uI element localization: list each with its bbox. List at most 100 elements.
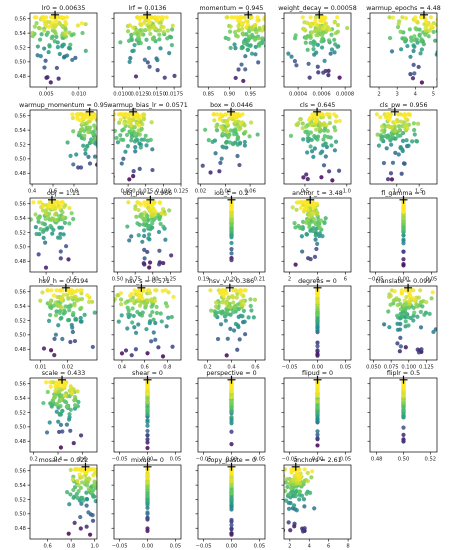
- data-point: [55, 294, 60, 300]
- data-point: [43, 211, 48, 216]
- x-tick-label: 0.0125: [130, 92, 148, 98]
- data-point: [426, 34, 431, 39]
- data-point: [65, 318, 71, 323]
- y-tick-label: 0.54: [14, 31, 26, 37]
- points-group: [145, 467, 150, 534]
- data-point: [138, 40, 143, 46]
- data-point: [311, 47, 316, 52]
- data-point: [55, 200, 60, 205]
- data-point: [160, 354, 166, 359]
- data-point: [58, 398, 63, 403]
- data-point: [229, 494, 234, 499]
- data-point: [75, 478, 80, 484]
- best-marker: [143, 375, 152, 384]
- data-point: [388, 293, 393, 298]
- data-point: [152, 208, 157, 213]
- data-point: [50, 231, 55, 236]
- x-tick-label: 0.6: [44, 544, 52, 550]
- data-point: [183, 54, 187, 58]
- data-point: [310, 112, 315, 117]
- data-point: [446, 27, 450, 31]
- data-point: [298, 117, 303, 122]
- data-point: [145, 399, 150, 404]
- data-point: [118, 40, 123, 45]
- data-point: [155, 58, 160, 63]
- data-point: [284, 488, 288, 494]
- x-tick-label: 1.5: [415, 189, 423, 195]
- data-point: [101, 483, 105, 487]
- data-point: [418, 300, 423, 305]
- plot-frame: [29, 464, 98, 540]
- data-point: [235, 323, 240, 328]
- data-point: [131, 25, 136, 30]
- data-point: [308, 144, 313, 149]
- data-point: [219, 125, 224, 130]
- panel: scale = 0.433 0.2 0.4 0.6 0.48 0.50 0.52 0.54 0.…: [14, 370, 98, 463]
- data-point: [156, 345, 161, 350]
- data-point: [145, 516, 150, 521]
- panel-title: iou_t = 0.2: [214, 190, 249, 197]
- data-point: [130, 117, 135, 122]
- best-marker: [227, 375, 236, 384]
- data-point: [332, 20, 337, 25]
- data-point: [145, 298, 151, 303]
- plot-frame: [29, 285, 98, 361]
- x-tick-label: −0.05: [196, 457, 212, 463]
- panel-title: scale = 0.433: [42, 370, 86, 377]
- data-point: [65, 404, 70, 409]
- data-point: [74, 152, 79, 157]
- y-tick-label: 0.52: [14, 230, 26, 236]
- best-marker: [137, 283, 146, 292]
- data-point: [145, 479, 150, 484]
- data-point: [128, 55, 133, 61]
- data-point: [145, 388, 150, 393]
- data-point: [229, 115, 234, 120]
- data-point: [226, 133, 231, 139]
- data-point: [427, 28, 432, 33]
- data-point: [237, 337, 242, 342]
- x-tick-label: 4: [308, 544, 312, 550]
- data-point: [152, 299, 157, 304]
- data-point: [319, 45, 325, 50]
- data-point: [67, 308, 72, 313]
- x-tick-label: 1.0: [343, 189, 351, 195]
- data-point: [398, 307, 403, 312]
- data-point: [118, 291, 123, 296]
- data-point: [240, 15, 245, 20]
- data-point: [322, 220, 327, 225]
- data-point: [393, 129, 398, 134]
- x-tick-label: 0.50: [112, 277, 124, 283]
- best-marker: [306, 195, 315, 204]
- data-point: [300, 249, 305, 254]
- data-point: [229, 527, 234, 532]
- data-point: [315, 42, 320, 47]
- x-tick-label: 0.010: [71, 92, 86, 98]
- y-tick-label: 0.54: [14, 128, 26, 134]
- data-point: [326, 73, 331, 78]
- data-point: [407, 27, 412, 32]
- data-point: [78, 514, 83, 520]
- data-point: [132, 31, 137, 36]
- data-point: [54, 288, 59, 293]
- data-point: [309, 122, 314, 128]
- data-point: [143, 15, 148, 20]
- plot-frame: [369, 12, 438, 88]
- data-point: [121, 156, 126, 161]
- data-point: [63, 310, 68, 315]
- data-point: [315, 315, 320, 320]
- data-point: [424, 20, 429, 25]
- data-point: [86, 119, 91, 124]
- data-point: [429, 296, 434, 301]
- points-group: [401, 380, 406, 444]
- points-group: [229, 200, 234, 263]
- data-point: [389, 177, 395, 182]
- data-point: [313, 18, 318, 23]
- data-point: [224, 301, 229, 306]
- panel: box = 0.0446 0.02 0.04 0.06: [195, 102, 266, 195]
- best-marker: [313, 283, 322, 292]
- data-point: [430, 290, 435, 295]
- data-point: [56, 76, 61, 81]
- data-point: [292, 521, 297, 526]
- x-tick-label: 0.52: [425, 457, 437, 463]
- data-point: [129, 234, 134, 239]
